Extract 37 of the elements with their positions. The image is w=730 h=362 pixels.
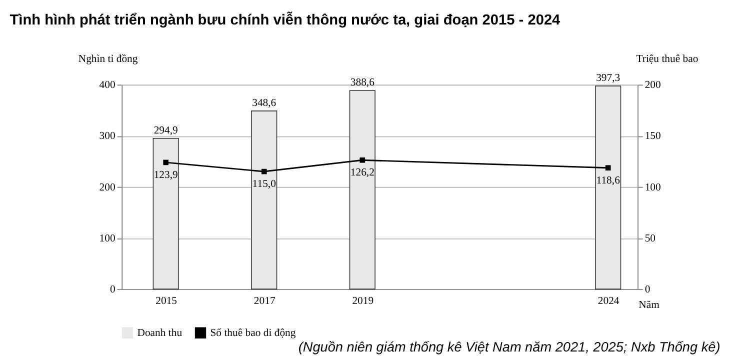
y-tick-label: 100 bbox=[99, 232, 116, 244]
y2-tick-label: 0 bbox=[644, 283, 650, 296]
x-tick-label: 2015 bbox=[156, 295, 178, 308]
data-label: 118,6 bbox=[596, 174, 621, 186]
bar bbox=[595, 86, 622, 290]
data-label: 397,3 bbox=[596, 72, 620, 84]
bar bbox=[251, 110, 278, 290]
y2-tick-label: 150 bbox=[644, 130, 661, 142]
y-tick-label: 0 bbox=[110, 283, 116, 296]
chart-title: Tình hình phát triển ngành bưu chính viễn thông nước ta, giai đoạn 2015 - 2024 bbox=[10, 11, 562, 28]
y2-axis-title: Triệu thuê bao bbox=[636, 52, 698, 65]
data-label: 115,0 bbox=[252, 178, 276, 190]
data-label: 294,9 bbox=[154, 124, 178, 137]
point bbox=[163, 160, 169, 166]
text: (Nguồn niên giám thống kê Việt Nam năm 2021, 2025; Nxb Thống kê) bbox=[298, 339, 720, 354]
bar bbox=[349, 90, 376, 290]
legend-label: Doanh thu bbox=[137, 326, 183, 339]
data-label: 388,6 bbox=[350, 76, 376, 89]
y-tick-label: 200 bbox=[99, 181, 116, 194]
y2-tick-label: 50 bbox=[644, 232, 656, 244]
y2-tick-label: 200 bbox=[644, 79, 661, 92]
data-label: 348,6 bbox=[252, 97, 277, 110]
x-tick-label: 2019 bbox=[352, 295, 374, 308]
data-label: 126,2 bbox=[350, 166, 374, 179]
point bbox=[360, 157, 366, 163]
legend-label: Số thuê bao di động bbox=[210, 326, 296, 339]
y2-tick-label: 100 bbox=[644, 181, 661, 194]
point bbox=[261, 168, 267, 174]
data-label: 123,9 bbox=[154, 169, 178, 182]
x-tick-label: 2024 bbox=[598, 295, 620, 308]
y-axis-title: Nghìn tỉ đồng bbox=[78, 52, 138, 65]
y-tick-label: 400 bbox=[99, 79, 116, 92]
bar bbox=[152, 138, 179, 290]
x-axis-title: Năm bbox=[638, 299, 660, 312]
point bbox=[605, 165, 611, 171]
y-tick-label: 300 bbox=[99, 130, 116, 142]
x-tick-label: 2017 bbox=[254, 295, 276, 308]
